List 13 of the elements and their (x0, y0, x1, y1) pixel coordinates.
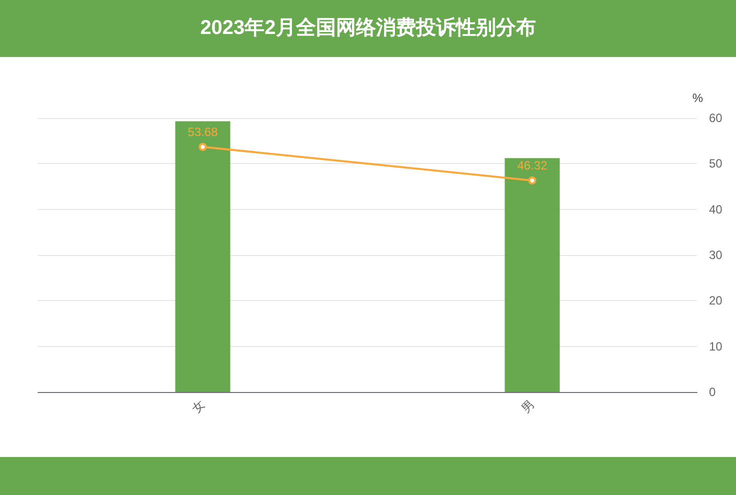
x-tick-label: 男 (518, 397, 538, 416)
x-tick-label: 女 (189, 397, 208, 416)
y-tick-label: 0 (709, 385, 716, 399)
y-tick-label: 60 (709, 111, 723, 125)
data-label: 46.32 (517, 158, 548, 172)
y-axis-title: % (692, 91, 704, 105)
y-tick-label: 20 (709, 294, 723, 308)
chart-title: 2023年2月全国网络消费投诉性别分布 (0, 0, 736, 57)
y-tick-label: 40 (709, 202, 723, 216)
y-tick-label: 10 (709, 339, 723, 354)
y-tick-label: 30 (709, 248, 723, 262)
y-tick-label: 50 (709, 156, 723, 171)
data-label: 53.68 (188, 124, 218, 139)
